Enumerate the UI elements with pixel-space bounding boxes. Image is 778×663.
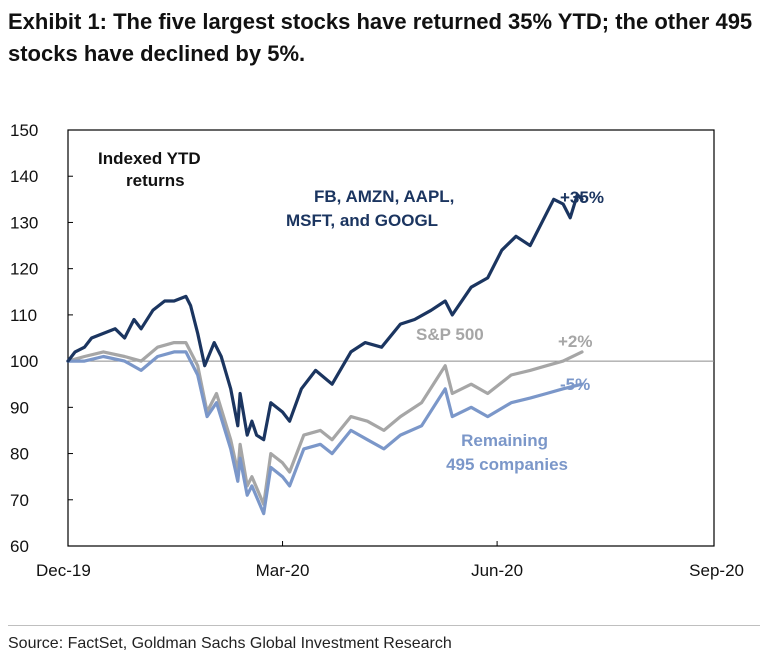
line-chart: 60 70 80 90 100 110 120 130 140 150 Dec-19 Mar-20 J… <box>10 121 744 580</box>
x-tick-label: Jun-20 <box>471 561 523 580</box>
series-line-1 <box>66 341 584 506</box>
series-line-2 <box>66 350 584 516</box>
series-group <box>66 193 584 516</box>
y-tick-label: 90 <box>10 398 29 417</box>
series-name-label: 495 companies <box>446 455 568 474</box>
x-tick-label: Sep-20 <box>689 561 744 580</box>
chart-inner-label-line-2: returns <box>126 171 185 190</box>
source-note: Source: FactSet, Goldman Sachs Global In… <box>8 635 452 652</box>
source-divider <box>8 625 760 626</box>
series-name-label: MSFT, and GOOGL <box>286 211 438 230</box>
x-tick-label: Dec-19 <box>36 561 91 580</box>
y-tick-label: 80 <box>10 445 29 464</box>
plot-frame <box>67 129 715 547</box>
y-tick-label: 120 <box>10 260 38 279</box>
y-tick-label: 100 <box>10 352 38 371</box>
series-end-label: +2% <box>558 332 593 351</box>
y-tick-label: 110 <box>10 306 37 325</box>
series-name-label: S&P 500 <box>416 325 484 344</box>
x-tick-label: Mar-20 <box>256 561 310 580</box>
series-annotations: FB, AMZN, AAPL, MSFT, and GOOGL +35% S&P 50… <box>286 187 604 474</box>
y-tick-label: 130 <box>10 213 38 232</box>
series-name-label: FB, AMZN, AAPL, <box>314 187 454 206</box>
exhibit-title: Exhibit 1: The five largest stocks have … <box>8 9 753 66</box>
series-end-label: -5% <box>560 375 590 394</box>
y-tick-label: 140 <box>10 167 38 186</box>
y-tick-label: 60 <box>10 537 29 556</box>
x-axis: Dec-19 Mar-20 Jun-20 Sep-20 <box>36 541 744 580</box>
series-end-label: +35% <box>560 188 604 207</box>
y-tick-label: 70 <box>10 491 29 510</box>
series-line-0 <box>66 193 584 442</box>
y-tick-label: 150 <box>10 121 38 140</box>
series-name-label: Remaining <box>461 431 548 450</box>
chart-inner-label-line-1: Indexed YTD <box>98 149 201 168</box>
y-axis: 60 70 80 90 100 110 120 130 140 150 <box>10 121 73 556</box>
